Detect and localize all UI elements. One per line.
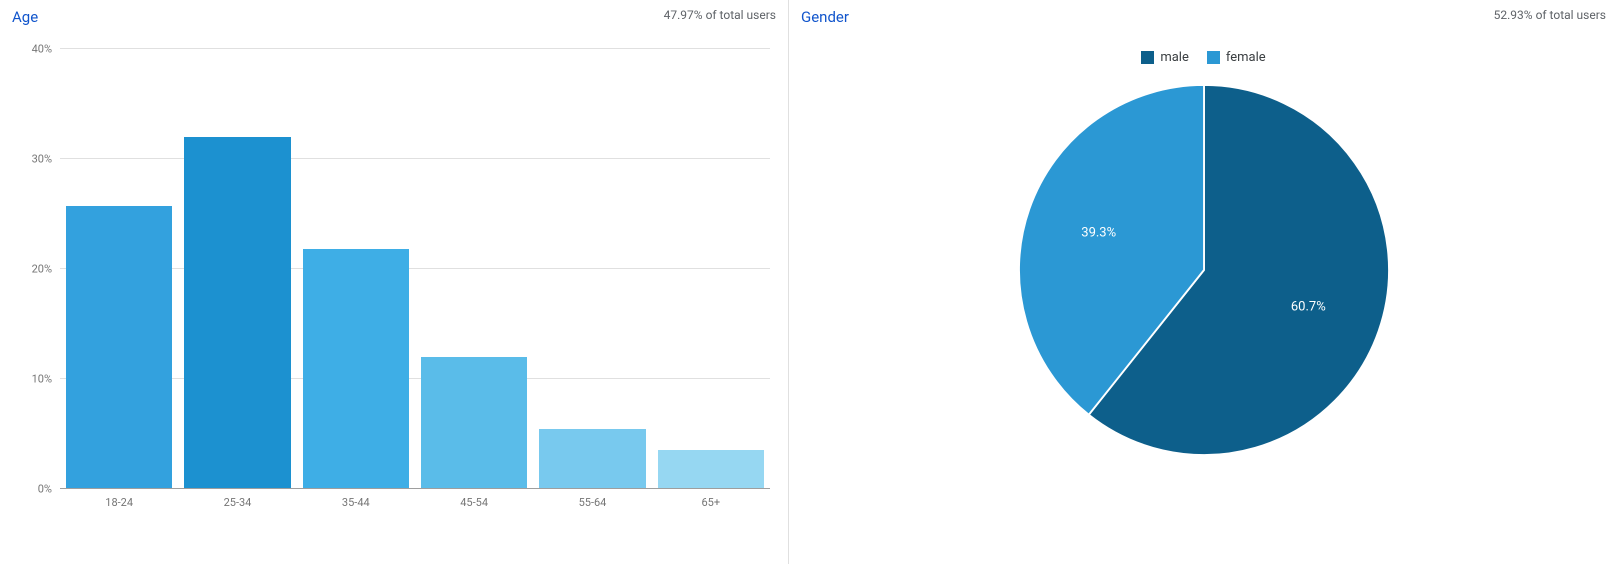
age-panel: Age 47.97% of total users 0%10%20%30%40%… <box>0 0 789 564</box>
bar-slot: 55-64 <box>533 48 651 488</box>
pie-slice-label: 60.7% <box>1291 299 1326 314</box>
gender-panel-subtitle: 52.93% of total users <box>1494 8 1606 22</box>
bar-slot: 25-34 <box>178 48 296 488</box>
legend-swatch <box>1207 51 1220 64</box>
age-panel-header: Age 47.97% of total users <box>0 0 788 26</box>
gender-pie-chart: 60.7% 39.3% <box>1019 85 1389 455</box>
y-axis-label: 30% <box>32 153 60 166</box>
legend-item[interactable]: male <box>1141 50 1189 65</box>
bar-slot: 35-44 <box>297 48 415 488</box>
bar[interactable] <box>539 429 645 488</box>
x-axis-label: 65+ <box>701 488 720 509</box>
legend-swatch <box>1141 51 1154 64</box>
bar-slot: 45-54 <box>415 48 533 488</box>
gender-panel-header: Gender 52.93% of total users <box>789 0 1618 26</box>
bars-container: 18-2425-3435-4445-5455-6465+ <box>60 48 770 488</box>
pie-slice-label: 39.3% <box>1081 226 1116 241</box>
gender-legend: male female <box>789 50 1618 65</box>
bar[interactable] <box>184 137 290 488</box>
gender-panel: Gender 52.93% of total users malefemale … <box>789 0 1618 564</box>
bar[interactable] <box>66 206 172 488</box>
age-panel-subtitle: 47.97% of total users <box>664 8 776 22</box>
age-bar-chart: 0%10%20%30%40%18-2425-3435-4445-5455-646… <box>60 48 770 488</box>
legend-label: male <box>1160 50 1189 65</box>
x-axis-label: 25-34 <box>224 488 252 509</box>
pie-svg <box>1019 85 1389 455</box>
x-axis-label: 45-54 <box>460 488 488 509</box>
bar[interactable] <box>421 357 527 488</box>
x-axis-label: 55-64 <box>579 488 607 509</box>
bar[interactable] <box>303 249 409 488</box>
y-axis-label: 20% <box>32 263 60 276</box>
x-axis-label: 18-24 <box>105 488 133 509</box>
bar-slot: 65+ <box>652 48 770 488</box>
bar[interactable] <box>658 450 764 489</box>
y-axis-label: 0% <box>38 483 60 496</box>
gender-panel-title[interactable]: Gender <box>801 8 849 26</box>
legend-label: female <box>1226 50 1266 65</box>
x-axis-label: 35-44 <box>342 488 370 509</box>
y-axis-label: 40% <box>32 43 60 56</box>
x-axis-line: 0% <box>60 488 770 489</box>
age-panel-title[interactable]: Age <box>12 8 38 26</box>
legend-item[interactable]: female <box>1207 50 1266 65</box>
bar-slot: 18-24 <box>60 48 178 488</box>
y-axis-label: 10% <box>32 373 60 386</box>
